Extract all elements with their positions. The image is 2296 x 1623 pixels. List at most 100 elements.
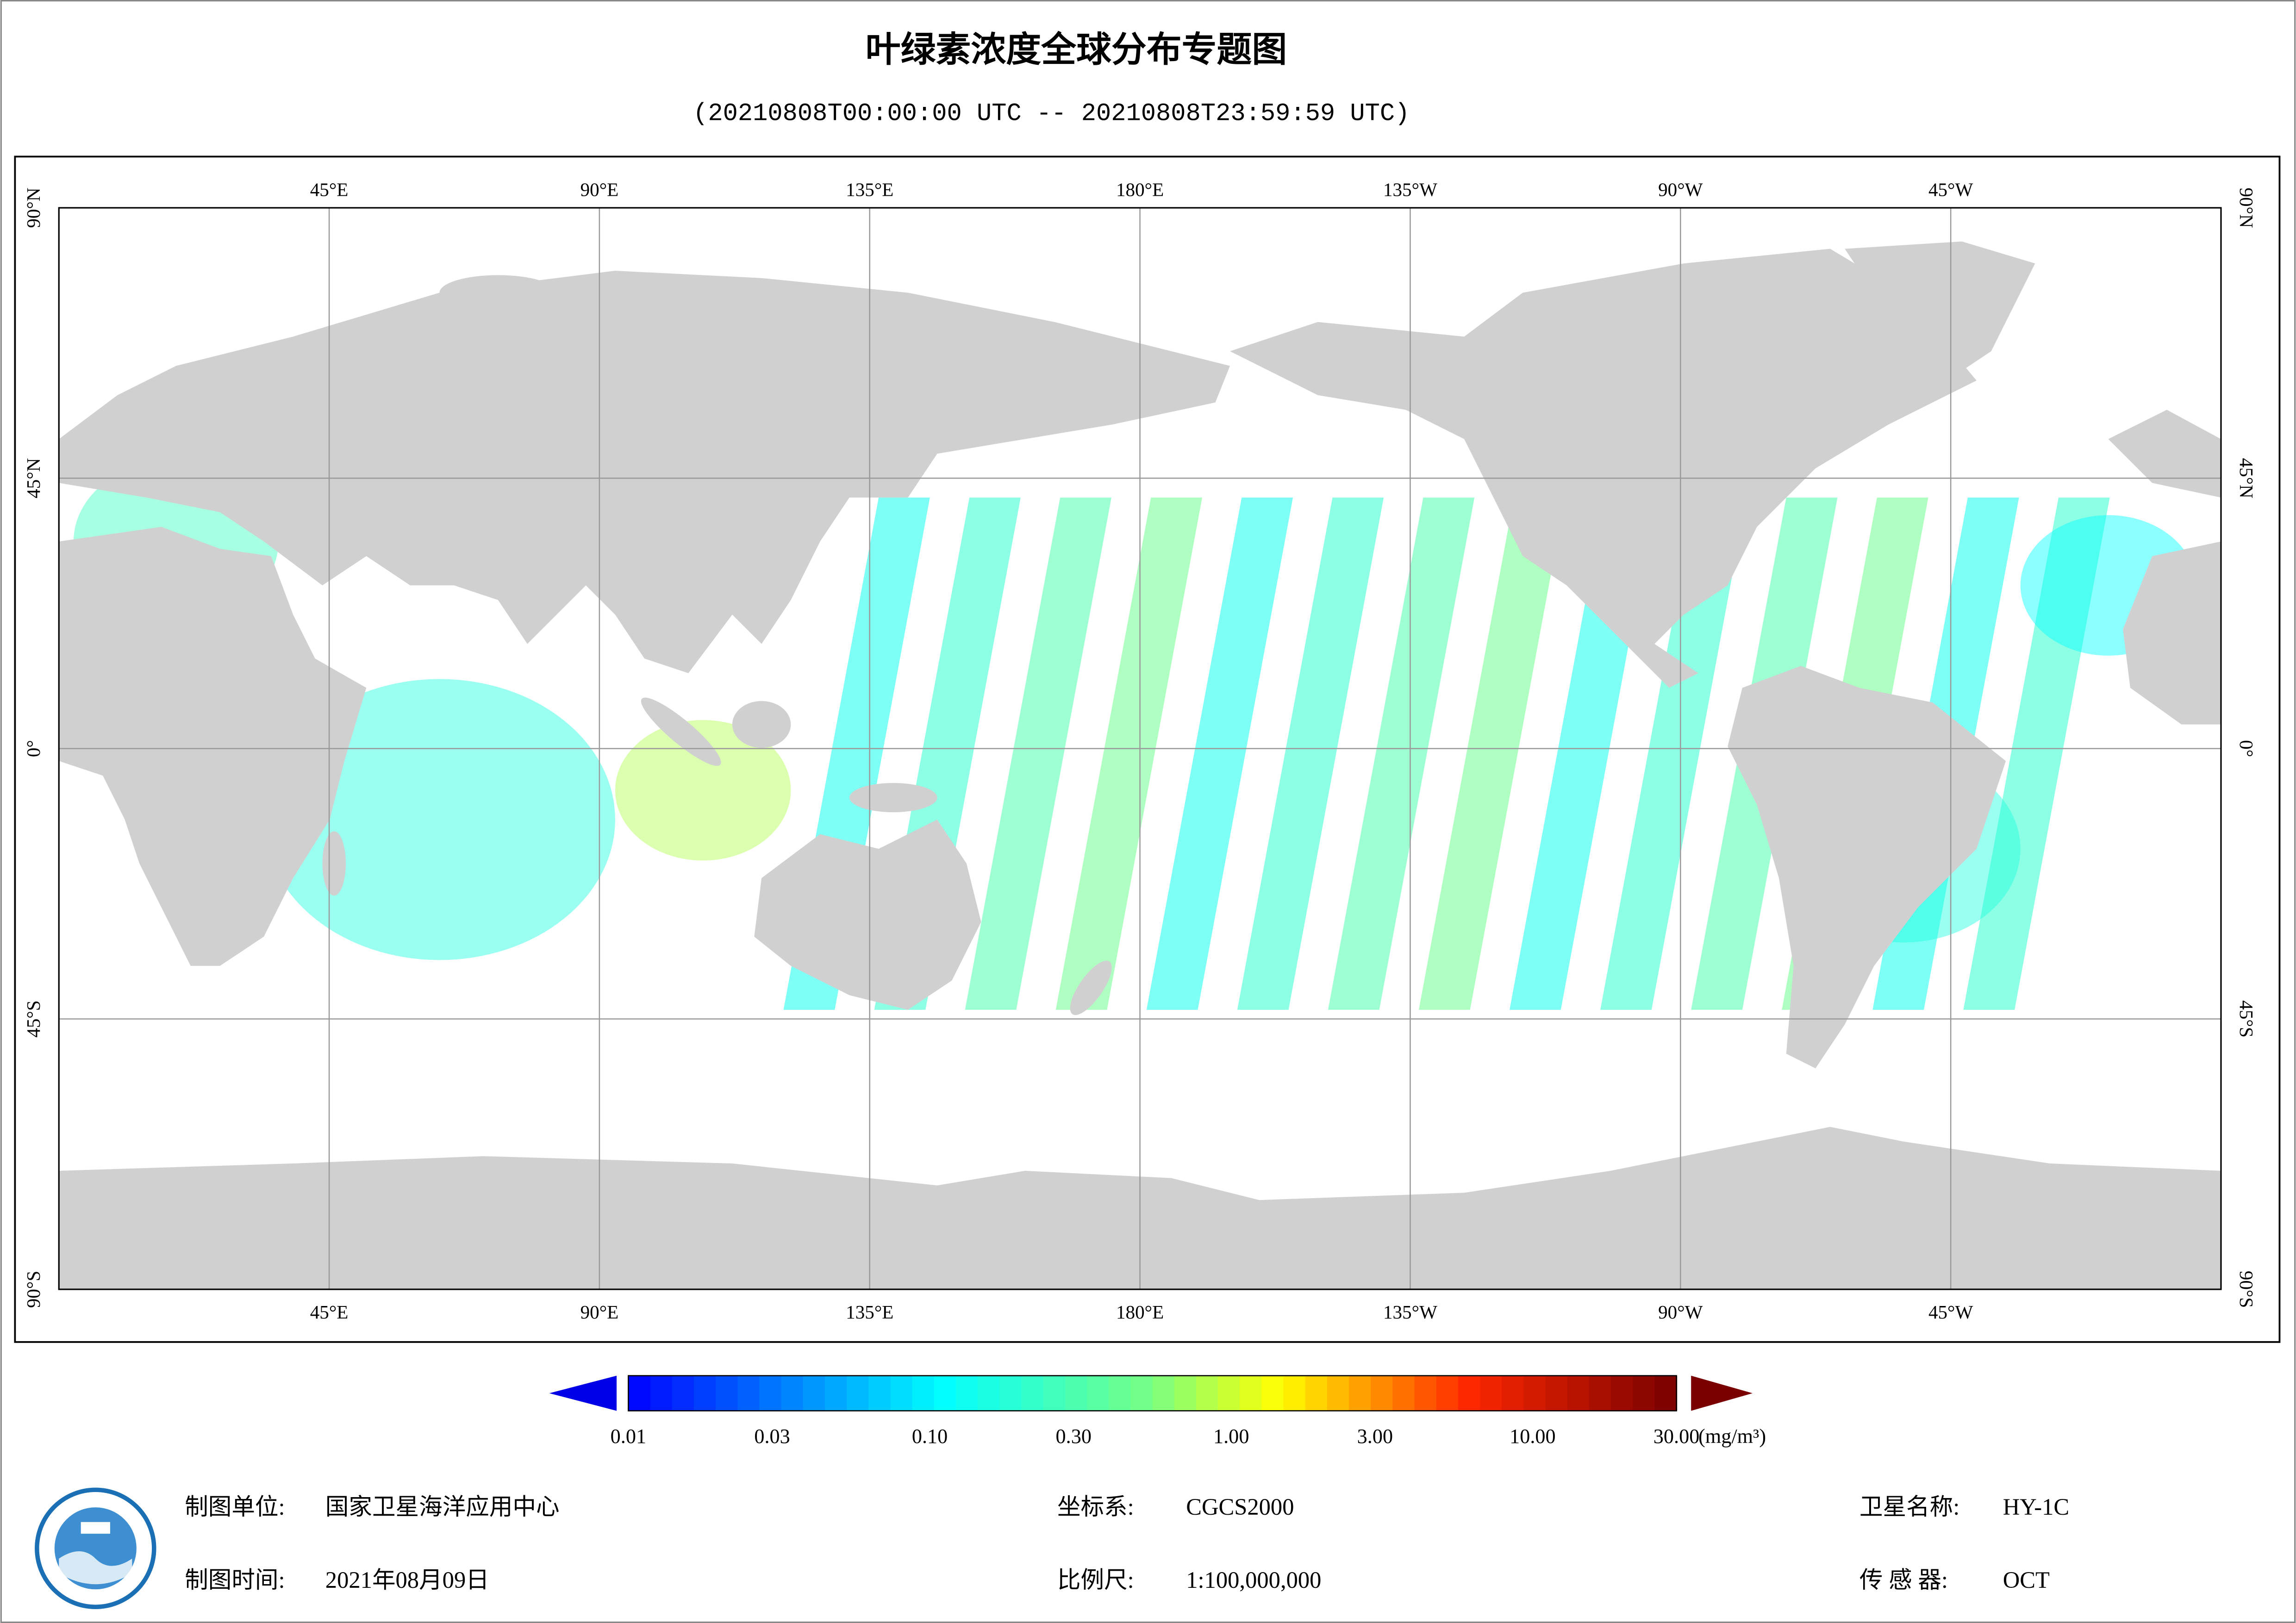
logo-satellite [81, 1522, 110, 1534]
colorbar-segment [1349, 1375, 1372, 1411]
colorbar-segment [1523, 1375, 1547, 1411]
colorbar-segment [1480, 1375, 1503, 1411]
colorbar-tick-label: 30.00 [1653, 1425, 1700, 1448]
colorbar-segment [824, 1375, 848, 1411]
colorbar-tick-label: 0.10 [912, 1425, 948, 1448]
colorbar-tick-label: 1.00 [1213, 1425, 1249, 1448]
lat-label: 45°N [23, 458, 44, 498]
colorbar-segment [650, 1375, 673, 1411]
lat-label: 0° [2236, 740, 2257, 757]
footer-label: 制图时间: [185, 1567, 285, 1593]
colorbar-unit: (mg/m³) [1698, 1425, 1766, 1448]
colorbar-segment [955, 1375, 979, 1411]
lon-label: 45°W [1928, 1301, 1973, 1323]
map-frame [14, 155, 2281, 1343]
swath [1055, 497, 1203, 1010]
footer-value: 2021年08月09日 [325, 1567, 489, 1593]
colorbar-segment [868, 1375, 892, 1411]
footer-value: 国家卫星海洋应用中心 [325, 1494, 560, 1520]
coordinate-labels: 45°E 45°E 90°E 90°E 135°E 135°E 180°E 180°E 135°… [23, 179, 2257, 1323]
colorbar-segment [1021, 1375, 1044, 1411]
title: 叶绿素浓度全球分布专题图 [866, 31, 1287, 69]
footer: 制图单位: 国家卫星海洋应用中心 制图时间: 2021年08月09日 坐标系: … [185, 1494, 2069, 1593]
logo [35, 1487, 156, 1609]
lon-label: 90°W [1658, 179, 1703, 200]
colorbar-segment [1240, 1375, 1262, 1411]
colorbar-segment [1109, 1375, 1131, 1411]
colorbar-segment [1196, 1375, 1219, 1411]
swath [1146, 497, 1293, 1010]
colorbar-segment [847, 1375, 869, 1411]
colorbar-tick-label: 0.03 [754, 1425, 790, 1448]
colorbar-segment [737, 1375, 760, 1411]
eurasia [59, 271, 1230, 673]
lon-label: 90°E [580, 179, 619, 200]
europe-west [2108, 410, 2221, 498]
greenland [1845, 241, 2035, 381]
colorbar-segment [1065, 1375, 1088, 1411]
colorbar-segment [1174, 1375, 1197, 1411]
swath [1963, 497, 2110, 1010]
colorbar-segment [672, 1375, 695, 1411]
lat-label: 0° [23, 740, 44, 757]
colorbar-segment [759, 1375, 782, 1411]
lat-label: 45°S [23, 1001, 44, 1038]
colorbar: 0.01 0.03 0.10 0.30 1.00 3.00 10.00 30.00 [549, 1375, 1753, 1448]
north-america [1230, 249, 1977, 688]
footer-label: 坐标系: [1057, 1494, 1134, 1520]
west-africa [2123, 541, 2221, 725]
swath [1419, 497, 1566, 1010]
colorbar-segment [1654, 1375, 1678, 1411]
swath [1237, 497, 1384, 1010]
south-america [1728, 665, 2006, 1069]
colorbar-segment [1305, 1375, 1328, 1411]
lon-label: 135°W [1383, 1301, 1437, 1323]
colorbar-under [549, 1375, 617, 1411]
colorbar-tick-label: 3.00 [1357, 1425, 1393, 1448]
colorbar-segment [1567, 1375, 1590, 1411]
japan [767, 517, 814, 595]
subtitle: (20210808T00:00:00 UTC -- 20210808T23:59… [693, 99, 1410, 128]
colorbar-segment [890, 1375, 913, 1411]
map-area [58, 207, 2222, 1290]
colorbar-segment [1611, 1375, 1634, 1411]
lon-label: 180°E [1116, 179, 1164, 200]
colorbar-segment [1152, 1375, 1175, 1411]
lat-label: 90°S [2236, 1271, 2257, 1308]
lon-label: 135°E [846, 179, 893, 200]
footer-value: HY-1C [2003, 1494, 2069, 1520]
footer-value: CGCS2000 [1186, 1494, 1294, 1520]
colorbar-segment [716, 1375, 738, 1411]
borneo [732, 701, 791, 748]
footer-label: 卫星名称: [1859, 1494, 1959, 1520]
lat-label: 90°N [2236, 187, 2257, 228]
lon-label: 180°E [1116, 1301, 1164, 1323]
lon-label: 90°E [580, 1301, 619, 1323]
colorbar-segment [1218, 1375, 1241, 1411]
lat-label: 45°N [2236, 458, 2257, 498]
colorbar-tick-label: 10.00 [1510, 1425, 1556, 1448]
colorbar-segment [1043, 1375, 1066, 1411]
africa [59, 527, 367, 966]
colorbar-segment [1086, 1375, 1110, 1411]
swath [615, 720, 791, 861]
new-zealand [1070, 960, 1112, 1015]
swath [263, 679, 615, 960]
australia [754, 819, 981, 1010]
colorbar-segment [693, 1375, 717, 1411]
lat-label: 90°S [23, 1271, 44, 1308]
colorbar-segment [1392, 1375, 1416, 1411]
footer-label: 传 感 器: [1859, 1567, 1948, 1593]
lon-label: 135°E [846, 1301, 893, 1323]
colorbar-tick-label: 0.30 [1056, 1425, 1092, 1448]
colorbar-segment [1130, 1375, 1154, 1411]
graticule [59, 208, 2221, 1289]
colorbar-segment [934, 1375, 957, 1411]
colorbar-segment [999, 1375, 1023, 1411]
madagascar [322, 831, 346, 896]
logo-wave [59, 1551, 132, 1585]
colorbar-border [628, 1375, 1677, 1412]
lon-label: 135°W [1383, 179, 1437, 200]
